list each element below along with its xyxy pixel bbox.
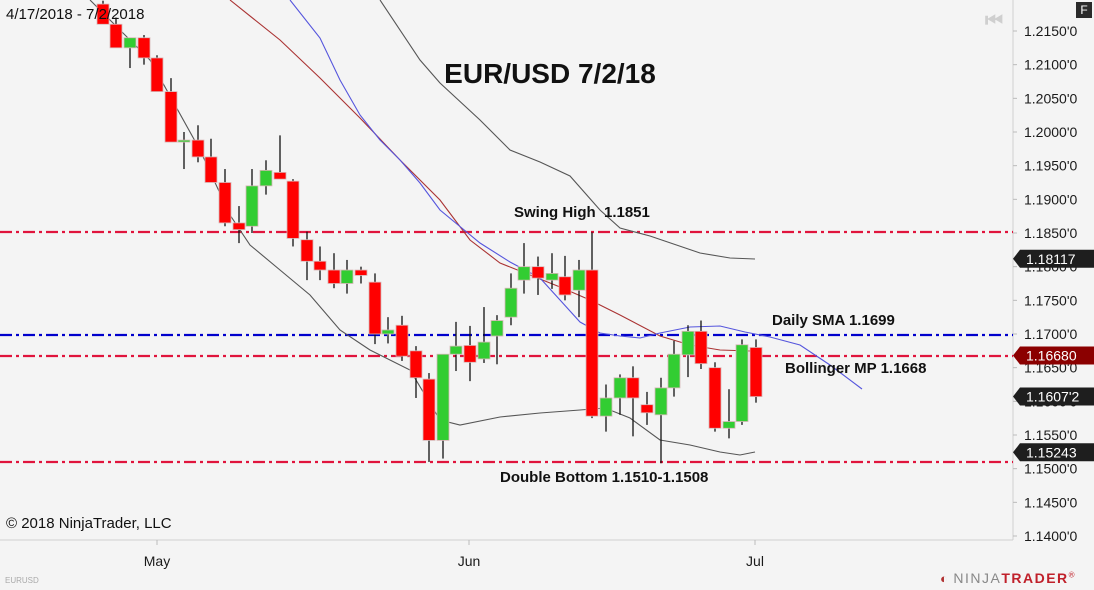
candle[interactable]	[436, 353, 450, 459]
sma-line[interactable]	[289, 0, 863, 390]
candle[interactable]	[654, 377, 668, 464]
svg-text:1.16680: 1.16680	[1026, 348, 1077, 364]
candle[interactable]	[327, 253, 341, 289]
candle[interactable]	[218, 169, 232, 227]
candle[interactable]	[735, 339, 749, 425]
candle[interactable]	[517, 243, 531, 294]
candle[interactable]	[300, 231, 314, 281]
candle[interactable]	[286, 179, 300, 247]
candle[interactable]	[259, 160, 273, 195]
level-annotation: Bollinger MP 1.1668	[785, 360, 926, 377]
candle[interactable]	[477, 307, 491, 363]
price-tick-label: 1.2000'0	[1024, 124, 1077, 140]
candle[interactable]	[545, 253, 559, 289]
candle[interactable]	[572, 259, 586, 318]
price-tick-label: 1.2100'0	[1024, 57, 1077, 73]
candle[interactable]	[137, 35, 151, 65]
candle[interactable]	[490, 315, 504, 365]
ninjatrader-logo: ◐ NINJATRADER®	[940, 570, 1076, 586]
price-tick-label: 1.1850'0	[1024, 225, 1077, 241]
chart-title: EUR/USD 7/2/18	[444, 58, 656, 89]
candle[interactable]	[585, 232, 599, 419]
candle[interactable]	[368, 273, 382, 345]
price-tick-label: 1.1750'0	[1024, 292, 1077, 308]
candle[interactable]	[354, 266, 368, 284]
candle[interactable]	[640, 391, 654, 425]
candle[interactable]	[681, 325, 695, 378]
instrument-symbol: EURUSD	[5, 576, 39, 585]
candle[interactable]	[204, 138, 218, 183]
svg-text:1.18117: 1.18117	[1026, 251, 1076, 267]
price-tag: 1.15243	[1013, 443, 1094, 462]
svg-text:1.1607'2: 1.1607'2	[1026, 388, 1079, 404]
level-annotation: Swing High 1.1851	[514, 204, 650, 221]
candle[interactable]	[340, 259, 354, 294]
candle[interactable]	[150, 55, 164, 93]
candle[interactable]	[381, 317, 395, 344]
date-range-label: 4/17/2018 - 7/2/2018	[6, 6, 145, 23]
candle[interactable]	[722, 389, 736, 439]
candle[interactable]	[708, 362, 722, 432]
registered-mark: ®	[1068, 570, 1077, 580]
price-tick-label: 1.1450'0	[1024, 494, 1077, 510]
candle[interactable]	[749, 339, 763, 403]
price-tick-label: 1.1700'0	[1024, 326, 1077, 342]
time-tick-label: Jun	[458, 553, 481, 569]
candle[interactable]	[177, 132, 191, 170]
candle[interactable]	[558, 255, 572, 301]
annotations: Swing High 1.1851 Daily SMA 1.1699 Bolling…	[500, 204, 926, 486]
chart-flag-button[interactable]: F	[1076, 2, 1092, 18]
candle[interactable]	[395, 315, 409, 361]
price-tick-label: 1.1500'0	[1024, 461, 1077, 477]
candle[interactable]	[164, 78, 178, 143]
bollinger-upper-line[interactable]	[379, 0, 756, 260]
candle[interactable]	[191, 125, 205, 163]
logo-text-plain: NINJA	[953, 570, 1002, 586]
candle[interactable]	[422, 373, 436, 462]
price-axis[interactable]: 1.2150'0 1.2100'0 1.2050'0 1.2000'0 1.1950'0…	[1013, 23, 1077, 544]
time-axis[interactable]: May Jun Jul	[144, 540, 764, 569]
candle[interactable]	[409, 346, 423, 398]
level-annotation: Double Bottom 1.1510-1.1508	[500, 469, 708, 486]
candle[interactable]	[531, 256, 545, 295]
price-tick-label: 1.1950'0	[1024, 158, 1077, 174]
time-tick-label: Jul	[746, 553, 764, 569]
candle[interactable]	[109, 17, 123, 49]
scroll-to-start-icon[interactable]: ⏮	[985, 10, 1003, 32]
time-tick-label: May	[144, 553, 170, 569]
price-tag: 1.16680	[1013, 346, 1094, 365]
logo-text-accent: TRADER	[1001, 570, 1069, 586]
price-tag: 1.18117	[1013, 249, 1094, 268]
candle[interactable]	[232, 206, 246, 244]
price-tick-label: 1.2050'0	[1024, 90, 1077, 106]
price-tags: 1.18117 1.16680 1.1607'2 1.15243	[1013, 249, 1094, 462]
candle[interactable]	[449, 321, 463, 372]
candle[interactable]	[504, 273, 518, 326]
candle[interactable]	[694, 320, 708, 370]
ninja-logo-icon: ◐	[940, 571, 950, 586]
bollinger-mid-line[interactable]	[229, 0, 751, 352]
price-tick-label: 1.1550'0	[1024, 427, 1077, 443]
candle[interactable]	[626, 366, 640, 437]
candle[interactable]	[599, 384, 613, 432]
horizontal-levels	[0, 230, 1013, 464]
chart-panel	[0, 0, 1014, 541]
candle[interactable]	[123, 37, 137, 69]
price-tick-label: 1.1400'0	[1024, 528, 1077, 544]
candlesticks	[96, 0, 763, 464]
price-tag: 1.1607'2	[1013, 387, 1094, 406]
candle[interactable]	[245, 169, 259, 233]
copyright-label: © 2018 NinjaTrader, LLC	[6, 515, 172, 532]
candle[interactable]	[313, 246, 327, 281]
candle[interactable]	[273, 135, 287, 180]
price-tick-label: 1.2150'0	[1024, 23, 1077, 39]
candle[interactable]	[96, 0, 110, 25]
price-tick-label: 1.1900'0	[1024, 191, 1077, 207]
candle[interactable]	[463, 325, 477, 382]
level-annotation: Daily SMA 1.1699	[772, 312, 895, 329]
candle[interactable]	[613, 374, 627, 415]
svg-text:1.15243: 1.15243	[1026, 444, 1077, 460]
candle[interactable]	[667, 340, 681, 397]
